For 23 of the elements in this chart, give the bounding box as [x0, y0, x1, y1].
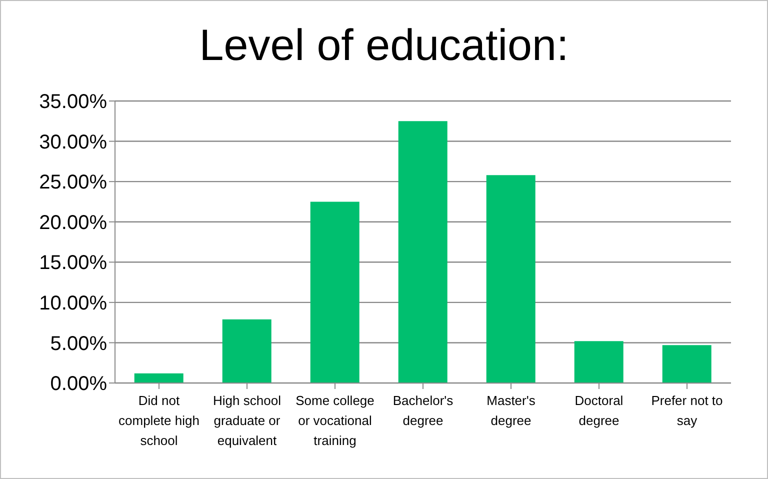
y-tick-label: 35.00% [39, 91, 108, 114]
x-tick-label: Prefer not to say [651, 393, 723, 428]
y-tick-label: 20.00% [39, 212, 108, 234]
bar [486, 175, 536, 383]
x-tick-label: Master's degree [486, 393, 536, 428]
y-tick-label: 25.00% [39, 172, 108, 194]
x-tick-label: Bachelor's degree [392, 393, 454, 428]
bar [574, 341, 624, 383]
x-tick-label: Some college or vocational training [296, 393, 374, 448]
bar [398, 121, 448, 383]
y-tick-label: 5.00% [50, 332, 108, 355]
x-tick-label: Doctoral degree [574, 393, 624, 428]
chart-title: Level of education: [198, 20, 570, 72]
y-tick-label: 10.00% [39, 292, 108, 315]
bar [662, 345, 712, 383]
bar [310, 202, 360, 383]
bar [134, 373, 184, 383]
y-tick-label: 30.00% [39, 131, 108, 154]
y-tick-label: 0.00% [50, 373, 108, 396]
y-tick-label: 15.00% [39, 252, 108, 274]
x-tick-label: High school graduate or equivalent [213, 393, 282, 448]
x-tick-label: Did not complete high school [118, 393, 200, 448]
bar [222, 319, 272, 383]
